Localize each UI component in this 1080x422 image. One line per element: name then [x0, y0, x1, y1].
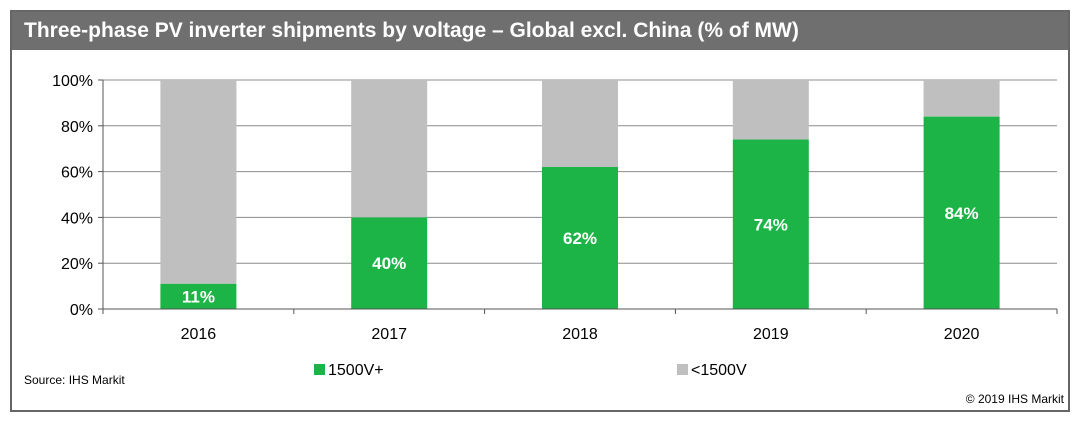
x-tick-labels: 2016 2017 2018 2019 2020: [181, 326, 980, 343]
source-note: Source: IHS Markit: [24, 373, 125, 387]
bar-1500v-plus: [542, 167, 618, 309]
bar-below-1500v: [351, 80, 428, 218]
bar-data-label: 84%: [945, 204, 979, 223]
bar-data-label: 74%: [754, 215, 788, 234]
y-tick-label: 40%: [61, 210, 93, 227]
bar-below-1500v: [160, 80, 237, 284]
x-tick-label: 2017: [371, 326, 407, 343]
bar-data-label: 40%: [372, 254, 406, 273]
legend-label: <1500V: [691, 362, 747, 379]
y-tick-label: 20%: [61, 256, 93, 273]
bar-data-label: 11%: [182, 287, 215, 306]
legend-swatch: [677, 364, 688, 375]
bar-below-1500v: [923, 80, 1000, 117]
bar-data-label: 62%: [563, 229, 597, 248]
legend: 1500V+ <1500V: [314, 362, 747, 379]
x-tick-label: 2019: [753, 326, 789, 343]
copyright-note: © 2019 IHS Markit: [966, 392, 1065, 406]
bar-below-1500v: [542, 80, 618, 168]
y-tick-label: 60%: [61, 165, 93, 182]
bar-1500v-plus: [732, 139, 809, 309]
chart-title: Three-phase PV inverter shipments by vol…: [12, 12, 1068, 50]
x-tick-label: 2016: [181, 326, 217, 343]
x-tick-label: 2018: [562, 326, 598, 343]
axes: [98, 79, 1058, 314]
bar-1500v-plus: [351, 217, 428, 309]
y-tick-labels: 0% 20% 40% 60% 80% 100%: [52, 73, 93, 319]
bar-1500v-plus: [160, 283, 237, 309]
legend-swatch: [314, 364, 325, 375]
x-tick-label: 2020: [944, 326, 980, 343]
bar-labels: 11% 40% 62% 74% 84%: [182, 204, 979, 307]
y-tick-label: 0%: [70, 302, 93, 319]
y-tick-label: 100%: [52, 73, 93, 90]
legend-label: 1500V+: [328, 362, 384, 379]
bar-below-1500v: [732, 80, 809, 140]
bars: [160, 80, 1000, 309]
bar-1500v-plus: [923, 116, 1000, 309]
y-tick-label: 80%: [61, 119, 93, 136]
